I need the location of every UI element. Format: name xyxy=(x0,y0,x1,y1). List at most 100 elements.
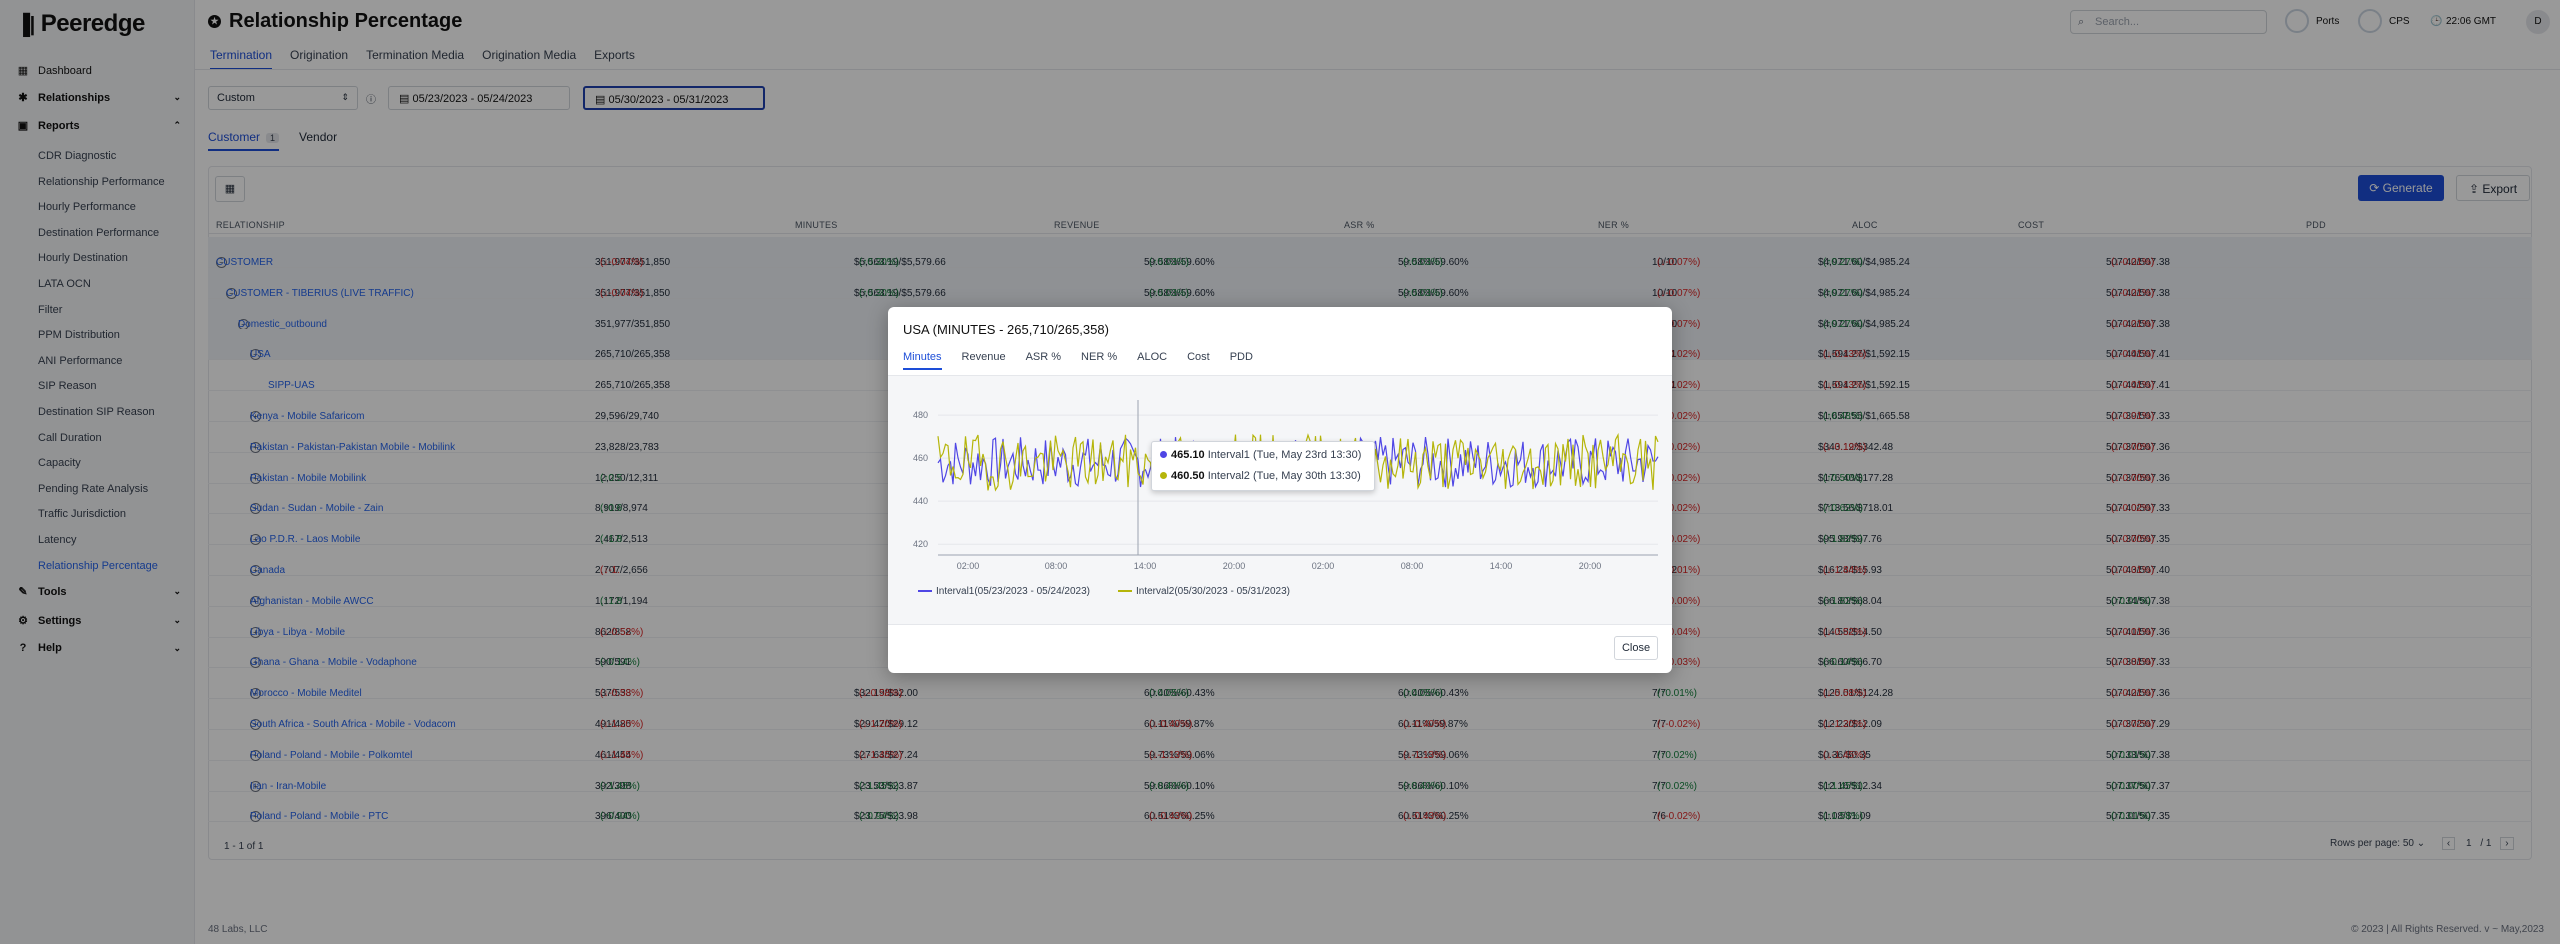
collapse-icon[interactable]: − xyxy=(250,349,261,361)
expand-icon[interactable]: + xyxy=(250,503,261,515)
sidebar-report-item[interactable]: ANI Performance xyxy=(38,354,123,367)
range-select[interactable]: Custom ⇕ xyxy=(208,86,358,110)
prev-page-button[interactable]: ‹ xyxy=(2441,837,2456,850)
table-row[interactable]: + Poland - Poland - Mobile - Polkomtel 461… xyxy=(208,730,2532,761)
avatar[interactable]: D xyxy=(2526,10,2550,34)
sidebar-report-item[interactable]: Destination SIP Reason xyxy=(38,406,155,418)
search-input[interactable]: ⌕ Search... xyxy=(2070,10,2267,34)
cps-label: CPS xyxy=(2389,16,2410,27)
sidebar-report-item[interactable]: Relationship Performance xyxy=(38,175,165,188)
x-tick-label: 08:00 xyxy=(1401,561,1424,571)
page-title: ★ Relationship Percentage xyxy=(208,10,462,33)
nav-tools[interactable]: ✎ Tools ⌄ xyxy=(16,585,181,599)
sidebar-report-item[interactable]: Pending Rate Analysis xyxy=(38,482,149,495)
nav-help[interactable]: ? Help ⌄ xyxy=(16,642,181,654)
expand-icon[interactable]: + xyxy=(250,688,261,700)
date-range-2[interactable]: ▤ 05/30/2023 - 05/31/2023 xyxy=(583,86,765,110)
nav-relationships[interactable]: ✱ Relationships ⌄ xyxy=(16,91,181,105)
gear-icon: ⚙ xyxy=(18,615,28,627)
x-tick-label: 02:00 xyxy=(957,561,980,571)
sidebar-report-item[interactable]: CDR Diagnostic xyxy=(38,150,117,162)
legend-label[interactable]: Interval1(05/23/2023 - 05/24/2023) xyxy=(936,586,1090,597)
sidebar-report-item[interactable]: Call Duration xyxy=(38,431,102,444)
sidebar-report-item[interactable]: Destination Performance xyxy=(38,226,160,239)
col-relationship[interactable]: RELATIONSHIP xyxy=(216,220,285,230)
expand-icon[interactable]: + xyxy=(250,534,261,546)
modal-tab-pdd[interactable]: PDD xyxy=(1229,351,1253,363)
modal-tab-minutes[interactable]: Minutes xyxy=(903,351,942,370)
expand-icon[interactable]: + xyxy=(250,626,261,638)
collapse-icon[interactable]: − xyxy=(238,318,249,330)
nav-reports[interactable]: ▣ Reports ⌃ xyxy=(17,119,181,133)
col-pdd[interactable]: PDD xyxy=(2306,220,2326,230)
date-range-1[interactable]: ▤ 05/23/2023 - 05/24/2023 xyxy=(388,86,570,110)
nav-settings[interactable]: ⚙ Settings ⌄ xyxy=(16,614,181,628)
modal-tab-asr[interactable]: ASR % xyxy=(1025,351,1062,363)
pagination: Rows per page: 50 ⌄ ‹ 1 / 1 › xyxy=(2330,837,2514,850)
col-asr[interactable]: ASR % xyxy=(1344,220,1375,230)
table-row[interactable]: + Iran - Iran-Mobile 392/398 (↑1.45%) $23.53… xyxy=(208,761,2532,792)
tab-origination-media[interactable]: Origination Media xyxy=(482,48,577,62)
expand-icon[interactable]: + xyxy=(250,595,261,607)
modal-tabs: Minutes Revenue ASR % NER % ALOC Cost PD… xyxy=(903,351,1253,370)
table-row[interactable]: + Poland - Poland - Mobile - PTC 396/400 (↑… xyxy=(208,791,2532,823)
collapse-icon[interactable]: − xyxy=(216,257,227,268)
table-row[interactable]: + Morocco - Mobile Meditel 537/533 (↓-0.58%… xyxy=(208,668,2532,700)
modal-tab-aloc[interactable]: ALOC xyxy=(1137,351,1168,363)
calendar-toggle-button[interactable]: ▦ xyxy=(215,176,245,202)
col-minutes[interactable]: MINUTES xyxy=(795,220,838,230)
info-icon[interactable]: ⓘ xyxy=(366,95,376,106)
table-panel xyxy=(208,166,2532,860)
chart-tooltip: 465.10 Interval1 (Tue, May 23rd 13:30) 4… xyxy=(1151,441,1375,491)
chart-area xyxy=(888,375,1672,625)
subtab-customer[interactable]: Customer 1 xyxy=(208,130,280,151)
minutes-line-chart[interactable]: 420 440 460 480 02:00 08:00 14:00 20:00 02:00 08:… xyxy=(888,375,1672,625)
nav-dashboard[interactable]: ▦ Dashboard xyxy=(17,64,92,78)
legend-label[interactable]: Interval2(05/30/2023 - 05/31/2023) xyxy=(1136,586,1290,597)
tab-exports[interactable]: Exports xyxy=(594,48,635,62)
col-aloc[interactable]: ALOC xyxy=(1852,220,1878,230)
next-page-button[interactable]: › xyxy=(2500,837,2514,850)
sidebar-report-item[interactable]: SIP Reason xyxy=(38,380,97,393)
sidebar-report-item[interactable]: LATA OCN xyxy=(38,278,91,290)
table-header: RELATIONSHIP MINUTES REVENUE ASR % NER %… xyxy=(208,214,2532,234)
sidebar-report-item[interactable]: Hourly Performance xyxy=(38,201,136,214)
rows-per-page-select[interactable]: Rows per page: 50 xyxy=(2330,838,2414,849)
modal-tab-revenue[interactable]: Revenue xyxy=(961,351,1006,363)
page-input[interactable]: 1 xyxy=(2466,838,2472,849)
x-tick-label: 08:00 xyxy=(1045,561,1068,571)
sidebar-report-item[interactable]: Latency xyxy=(38,534,77,546)
sidebar-report-item[interactable]: Filter xyxy=(38,303,63,316)
sidebar-report-item[interactable]: Traffic Jurisdiction xyxy=(38,508,127,521)
expand-icon[interactable]: + xyxy=(250,441,261,453)
modal-tab-cost[interactable]: Cost xyxy=(1187,351,1210,363)
sidebar-report-item[interactable]: Capacity xyxy=(38,457,81,470)
expand-icon[interactable]: + xyxy=(250,411,261,422)
close-button[interactable]: Close xyxy=(1614,636,1658,660)
modal-tab-ner[interactable]: NER % xyxy=(1081,351,1118,363)
expand-icon[interactable]: + xyxy=(250,811,261,823)
app-logo[interactable]: ▐| Peeredge xyxy=(16,10,145,37)
tab-origination[interactable]: Origination xyxy=(290,48,349,62)
col-ner[interactable]: NER % xyxy=(1598,220,1630,230)
table-row[interactable]: − CUSTOMER - TIBERIUS (LIVE TRAFFIC) 351,9… xyxy=(208,267,2532,299)
bookmark-icon[interactable]: ★ xyxy=(208,15,221,28)
sidebar-report-item[interactable]: Hourly Destination xyxy=(38,252,128,265)
subtab-vendor[interactable]: Vendor xyxy=(299,130,338,144)
tab-termination-media[interactable]: Termination Media xyxy=(366,48,465,62)
sidebar-report-item[interactable]: PPM Distribution xyxy=(38,329,120,342)
generate-button[interactable]: ⟳ Generate xyxy=(2358,175,2444,201)
expand-icon[interactable]: + xyxy=(250,565,261,576)
export-button[interactable]: ⇪ Export xyxy=(2456,175,2530,201)
table-row[interactable]: − CUSTOMER 351,977/351,850 (↓-0.04%) $5,563.… xyxy=(208,237,2532,268)
table-row[interactable]: + South Africa - South Africa - Mobile - … xyxy=(208,699,2532,730)
col-revenue[interactable]: REVENUE xyxy=(1054,220,1100,230)
sidebar-report-item[interactable]: Relationship Percentage xyxy=(38,559,158,572)
expand-icon[interactable]: + xyxy=(250,780,261,792)
col-cost[interactable]: COST xyxy=(2018,220,2045,230)
expand-icon[interactable]: + xyxy=(250,719,261,730)
expand-icon[interactable]: + xyxy=(250,749,261,761)
collapse-icon[interactable]: − xyxy=(226,287,237,299)
expand-icon[interactable]: + xyxy=(250,657,261,669)
expand-icon[interactable]: + xyxy=(250,472,261,484)
